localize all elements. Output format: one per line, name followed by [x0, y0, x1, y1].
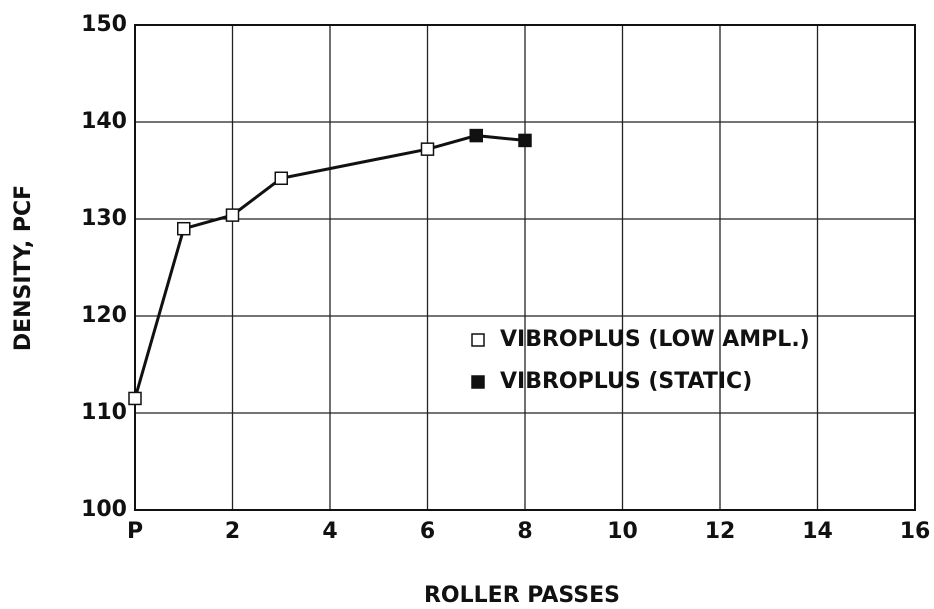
- x-tick-label: 14: [802, 519, 833, 544]
- x-tick-label: P: [127, 519, 143, 544]
- marker: [518, 133, 532, 148]
- y-tick-label: 130: [81, 206, 127, 231]
- y-tick-label: 120: [81, 303, 127, 328]
- x-tick-label: 6: [420, 519, 435, 544]
- x-tick-label: 4: [322, 519, 337, 544]
- x-tick-label: 10: [607, 519, 638, 544]
- marker: [177, 221, 191, 236]
- y-tick-label: 150: [81, 12, 127, 37]
- marker: [225, 208, 240, 222]
- x-tick-label: 12: [705, 519, 736, 544]
- marker: [128, 391, 142, 406]
- legend-label: VIBROPLUS (STATIC): [500, 369, 752, 394]
- x-tick-label: 2: [225, 519, 240, 544]
- legend-marker: [471, 333, 485, 347]
- x-tick-label: 8: [517, 519, 532, 544]
- marker: [469, 128, 483, 143]
- y-axis-label: DENSITY, PCF: [11, 185, 36, 351]
- marker: [274, 171, 288, 186]
- legend-label: VIBROPLUS (LOW AMPL.): [500, 327, 810, 352]
- marker: [420, 142, 435, 156]
- plot-frame: [134, 24, 916, 511]
- y-tick-label: 100: [81, 497, 127, 522]
- x-axis-label: ROLLER PASSES: [424, 583, 620, 608]
- x-tick-label: 16: [900, 519, 931, 544]
- legend-marker: [471, 375, 485, 389]
- y-tick-label: 110: [81, 400, 127, 425]
- y-tick-label: 140: [81, 109, 127, 134]
